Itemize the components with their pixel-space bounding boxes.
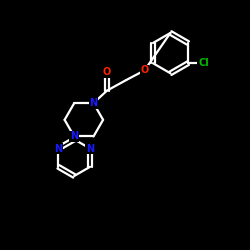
Text: N: N: [54, 144, 62, 154]
Text: N: N: [86, 144, 94, 154]
Text: N: N: [90, 98, 98, 108]
Text: O: O: [103, 67, 111, 77]
Text: Cl: Cl: [198, 58, 209, 68]
Text: N: N: [70, 132, 78, 141]
Text: O: O: [140, 66, 148, 76]
